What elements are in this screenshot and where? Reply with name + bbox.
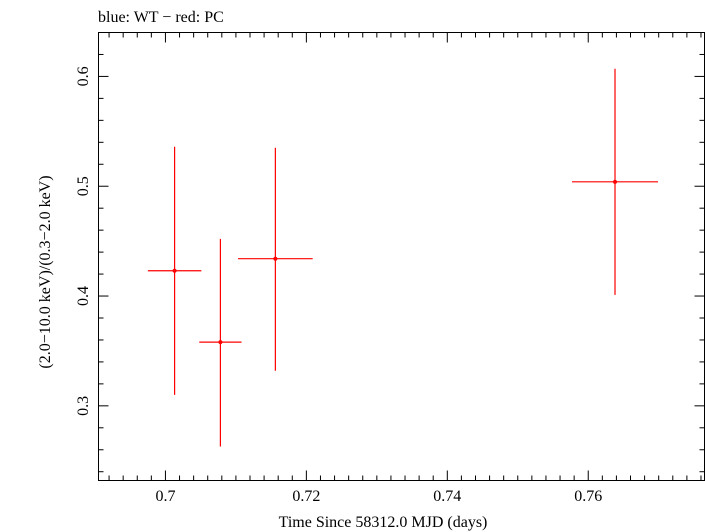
x-tick-label: 0.74 bbox=[433, 488, 461, 505]
data-point bbox=[572, 68, 658, 295]
y-axis-label: (2.0−10.0 keV)/(0.3−2.0 keV) bbox=[37, 175, 54, 368]
point-marker bbox=[172, 268, 177, 273]
y-axis: 0.3 0.4 0.5 0.6 bbox=[75, 32, 705, 473]
x-axis: 0.7 0.72 0.74 0.76 bbox=[108, 32, 702, 505]
point-marker bbox=[273, 256, 278, 261]
data-point bbox=[199, 238, 242, 447]
y-tick-label: 0.4 bbox=[75, 286, 92, 306]
x-tick-label: 0.72 bbox=[292, 488, 320, 505]
x-axis-label: Time Since 58312.0 MJD (days) bbox=[279, 514, 488, 531]
point-marker bbox=[218, 340, 223, 345]
data-points bbox=[147, 68, 658, 447]
x-tick-label: 0.7 bbox=[155, 488, 175, 505]
chart-title: blue: WT − red: PC bbox=[98, 9, 224, 26]
plot-frame bbox=[98, 32, 705, 481]
x-tick-label: 0.76 bbox=[574, 488, 602, 505]
data-point bbox=[238, 147, 313, 371]
y-tick-label: 0.6 bbox=[75, 66, 92, 86]
data-point bbox=[147, 146, 202, 395]
y-tick-label: 0.3 bbox=[75, 396, 92, 416]
point-marker bbox=[613, 179, 618, 184]
y-tick-label: 0.5 bbox=[75, 176, 92, 196]
